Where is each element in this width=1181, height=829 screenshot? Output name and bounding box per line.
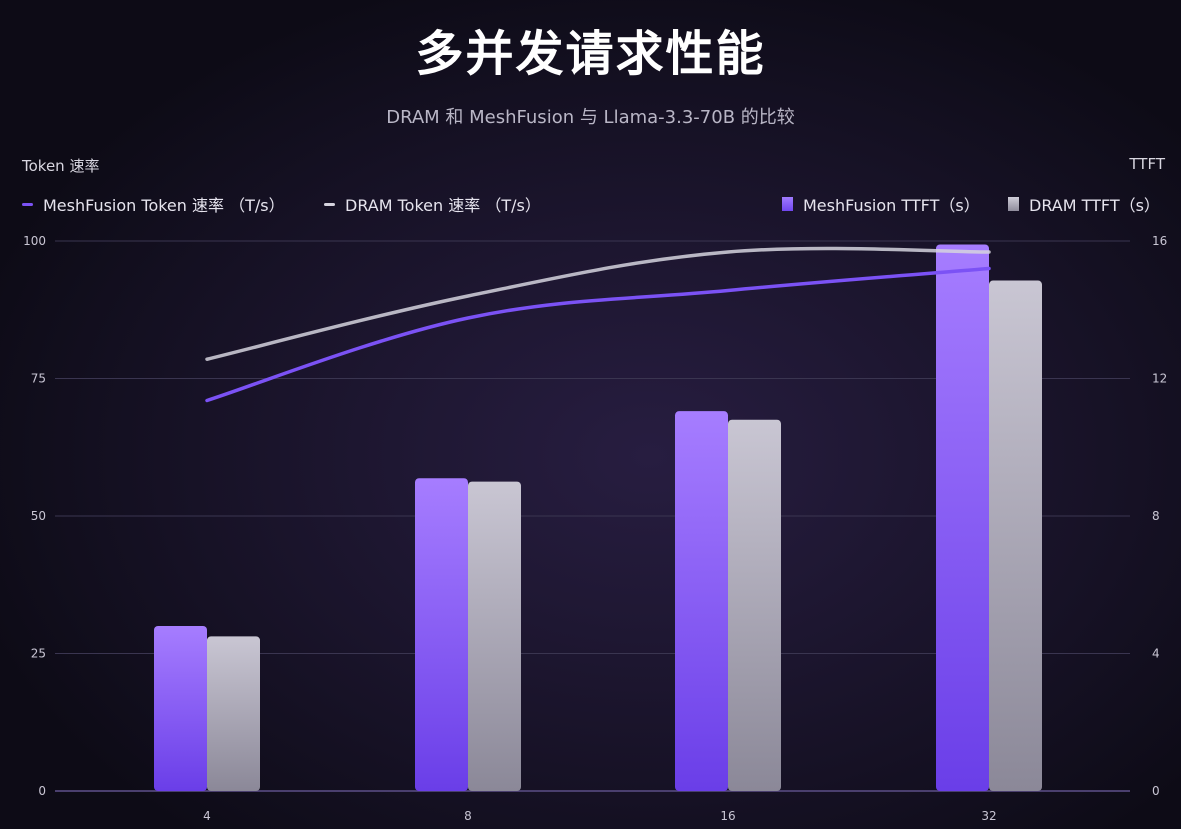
legend-label: DRAM Token 速率 （T/s）	[345, 196, 541, 215]
meshfusion-ttft-bar	[675, 411, 728, 791]
legend-swatch	[1008, 197, 1019, 211]
legend-label: MeshFusion TTFT（s）	[803, 196, 980, 215]
meshfusion-ttft-bar	[415, 478, 468, 791]
chart-subtitle: DRAM 和 MeshFusion 与 Llama-3.3-70B 的比较	[386, 107, 795, 128]
right-axis-title: TTFT	[1129, 155, 1165, 173]
x-tick-label: 32	[981, 809, 996, 823]
meshfusion-token-rate-line	[205, 266, 991, 403]
right-tick-label: 4	[1152, 647, 1160, 661]
legend-label: DRAM TTFT（s）	[1029, 196, 1160, 215]
chart-title: 多并发请求性能	[415, 26, 766, 82]
right-tick-label: 12	[1152, 372, 1167, 386]
dram-ttft-bar	[989, 280, 1042, 791]
legend-label: MeshFusion Token 速率 （T/s）	[43, 196, 285, 215]
right-tick-label: 0	[1152, 784, 1160, 798]
right-tick-label: 16	[1152, 234, 1167, 248]
dram-ttft-bar	[207, 636, 260, 791]
left-tick-label: 50	[31, 509, 46, 523]
legend-swatch	[22, 202, 33, 206]
meshfusion-ttft-bar	[936, 244, 989, 791]
right-tick-label: 8	[1152, 509, 1160, 523]
legend-dram-token-rate: DRAM Token 速率 （T/s）	[324, 193, 541, 215]
x-tick-label: 8	[464, 809, 472, 823]
x-tick-label: 4	[203, 809, 211, 823]
legend-dram-ttft: DRAM TTFT（s）	[1008, 193, 1160, 215]
left-tick-label: 75	[31, 372, 46, 386]
legend-swatch	[324, 202, 335, 206]
left-axis-title: Token 速率	[22, 157, 100, 175]
legend-meshfusion-ttft: MeshFusion TTFT（s）	[782, 193, 980, 215]
meshfusion-ttft-bar	[154, 626, 207, 791]
left-tick-label: 0	[38, 784, 46, 798]
dram-ttft-bar	[468, 481, 521, 791]
dram-ttft-bar	[728, 419, 781, 791]
x-tick-label: 16	[720, 809, 735, 823]
dram-token-rate-line	[205, 246, 991, 361]
left-tick-label: 25	[31, 647, 46, 661]
left-tick-label: 100	[23, 234, 46, 248]
legend-swatch	[782, 197, 793, 211]
legend-meshfusion-token-rate: MeshFusion Token 速率 （T/s）	[22, 193, 285, 215]
